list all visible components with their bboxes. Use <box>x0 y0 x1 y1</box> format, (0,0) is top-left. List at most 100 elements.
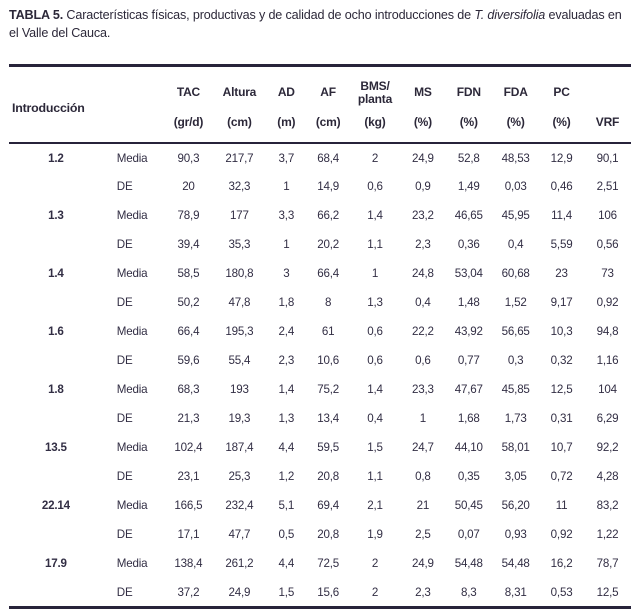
value-cell: 1,16 <box>596 354 619 368</box>
value-cell: 3,3 <box>278 209 295 223</box>
intro-cell: 1.8 <box>48 383 64 397</box>
value-cell: 60,68 <box>501 267 530 281</box>
value-cell: 17,1 <box>177 528 200 542</box>
intro-cell: 1.4 <box>48 267 64 281</box>
intro-cell-blank <box>9 172 103 201</box>
stat-label-cell: DE <box>116 470 133 484</box>
value-cell: 2 <box>371 151 379 165</box>
value-cell: 177 <box>230 209 249 223</box>
value-cell: 35,3 <box>228 238 251 252</box>
column-unit-3: (cm) <box>315 115 341 130</box>
value-cell: 12,5 <box>596 585 619 599</box>
intro-cell: 1.6 <box>48 325 64 339</box>
caption-text-rest: evaluadas en el Valle del Cauca. <box>9 8 622 40</box>
value-cell: 0,31 <box>550 412 573 426</box>
value-cell: 68,4 <box>317 151 339 165</box>
value-cell: 180,8 <box>225 267 254 281</box>
value-cell: 2,5 <box>415 528 431 542</box>
value-cell: 0,72 <box>550 470 573 484</box>
value-cell: 10,6 <box>317 354 339 368</box>
intro-cell: 1.3 <box>48 209 64 223</box>
value-cell: 53,04 <box>454 267 483 281</box>
value-cell: 195,3 <box>225 325 254 339</box>
table-row-de: DE 20 32,3 1 14,9 0,6 0,9 1,49 0,03 0,46 2,51 <box>9 172 631 201</box>
value-cell: 2,4 <box>278 325 295 339</box>
value-cell: 90,1 <box>596 151 619 165</box>
value-cell: 102,4 <box>174 441 203 455</box>
value-cell: 69,4 <box>317 499 339 513</box>
value-cell: 50,2 <box>177 296 200 310</box>
value-cell: 0,03 <box>504 180 527 194</box>
value-cell: 166,5 <box>174 499 203 513</box>
column-header-af: AF <box>320 85 336 100</box>
value-cell: 11,4 <box>551 209 572 223</box>
stat-label-cell: DE <box>116 585 133 599</box>
value-cell: 0,56 <box>596 238 619 252</box>
value-cell: 92,2 <box>596 441 619 455</box>
value-cell: 20,2 <box>317 238 339 252</box>
value-cell: 43,92 <box>454 325 483 339</box>
column-unit-7: (%) <box>506 115 525 130</box>
value-cell: 8,3 <box>461 585 477 599</box>
value-cell: 0,93 <box>504 528 527 542</box>
caption-species-name: T. diversifolia <box>474 8 546 22</box>
column-header-ms: MS <box>414 85 432 100</box>
value-cell: 25,3 <box>228 470 251 484</box>
table-row-media: 22.14 Media 166,5 232,4 5,1 69,4 2,1 21 50,45 56,… <box>9 491 631 520</box>
table-row-de: DE 17,1 47,7 0,5 20,8 1,9 2,5 0,07 0,93 0,92 1,22 <box>9 520 631 549</box>
value-cell: 0,77 <box>457 354 480 368</box>
table-row-de: DE 37,2 24,9 1,5 15,6 2 2,3 8,3 8,31 0,53 12,5 <box>9 578 631 607</box>
table-row-media: 13.5 Media 102,4 187,4 4,4 59,5 1,5 24,7 44,10 58… <box>9 433 631 462</box>
table-row-media: 1.8 Media 68,3 193 1,4 75,2 1,4 23,3 47,67 45,85 1… <box>9 375 631 404</box>
value-cell: 0,4 <box>367 412 383 426</box>
column-header-pc: PC <box>553 85 570 100</box>
value-cell: 24,9 <box>228 585 251 599</box>
value-cell: 48,53 <box>501 151 530 165</box>
value-cell: 1,4 <box>367 209 383 223</box>
column-header-fdn: FDN <box>456 85 481 100</box>
stat-label-cell: DE <box>116 528 133 542</box>
value-cell: 73 <box>601 267 614 281</box>
value-cell: 1,4 <box>367 383 383 397</box>
value-cell: 0,36 <box>457 238 480 252</box>
value-cell: 66,4 <box>317 267 339 281</box>
value-cell: 193 <box>230 383 249 397</box>
value-cell: 20,8 <box>317 528 339 542</box>
value-cell: 78,9 <box>177 209 200 223</box>
value-cell: 1,52 <box>504 296 527 310</box>
stat-label-cell: Media <box>116 325 148 339</box>
value-cell: 3,05 <box>504 470 527 484</box>
value-cell: 11 <box>555 499 568 513</box>
value-cell: 68,3 <box>177 383 200 397</box>
value-cell: 2 <box>371 557 379 571</box>
value-cell: 90,3 <box>177 151 200 165</box>
intro-cell-blank <box>9 578 103 607</box>
value-cell: 66,2 <box>317 209 339 223</box>
value-cell: 58,5 <box>177 267 200 281</box>
value-cell: 46,65 <box>454 209 483 223</box>
value-cell: 1 <box>419 412 427 426</box>
value-cell: 1,3 <box>278 412 295 426</box>
value-cell: 1,1 <box>367 238 383 252</box>
value-cell: 94,8 <box>596 325 619 339</box>
value-cell: 24,9 <box>412 151 434 165</box>
value-cell: 75,2 <box>317 383 339 397</box>
value-cell: 20,8 <box>317 470 339 484</box>
value-cell: 23,1 <box>177 470 200 484</box>
value-cell: 1,48 <box>457 296 480 310</box>
table-row-de: DE 50,2 47,8 1,8 8 1,3 0,4 1,48 1,52 9,17 0,92 <box>9 288 631 317</box>
value-cell: 56,20 <box>501 499 530 513</box>
intro-cell-blank <box>9 288 103 317</box>
characteristics-table: Introducción TAC Altura AD AF BMS/planta MS FDN… <box>9 63 631 609</box>
value-cell: 47,67 <box>454 383 483 397</box>
column-unit-4: (kg) <box>364 115 386 130</box>
column-header-stat-spacer <box>103 65 164 111</box>
value-cell: 19,3 <box>228 412 251 426</box>
intro-cell-blank <box>9 520 103 549</box>
value-cell: 20 <box>182 180 195 194</box>
stat-label-cell: DE <box>116 412 133 426</box>
value-cell: 0,6 <box>367 180 383 194</box>
table-row-de: DE 23,1 25,3 1,2 20,8 1,1 0,8 0,35 3,05 0,72 4,28 <box>9 462 631 491</box>
value-cell: 232,4 <box>225 499 254 513</box>
value-cell: 47,7 <box>228 528 251 542</box>
